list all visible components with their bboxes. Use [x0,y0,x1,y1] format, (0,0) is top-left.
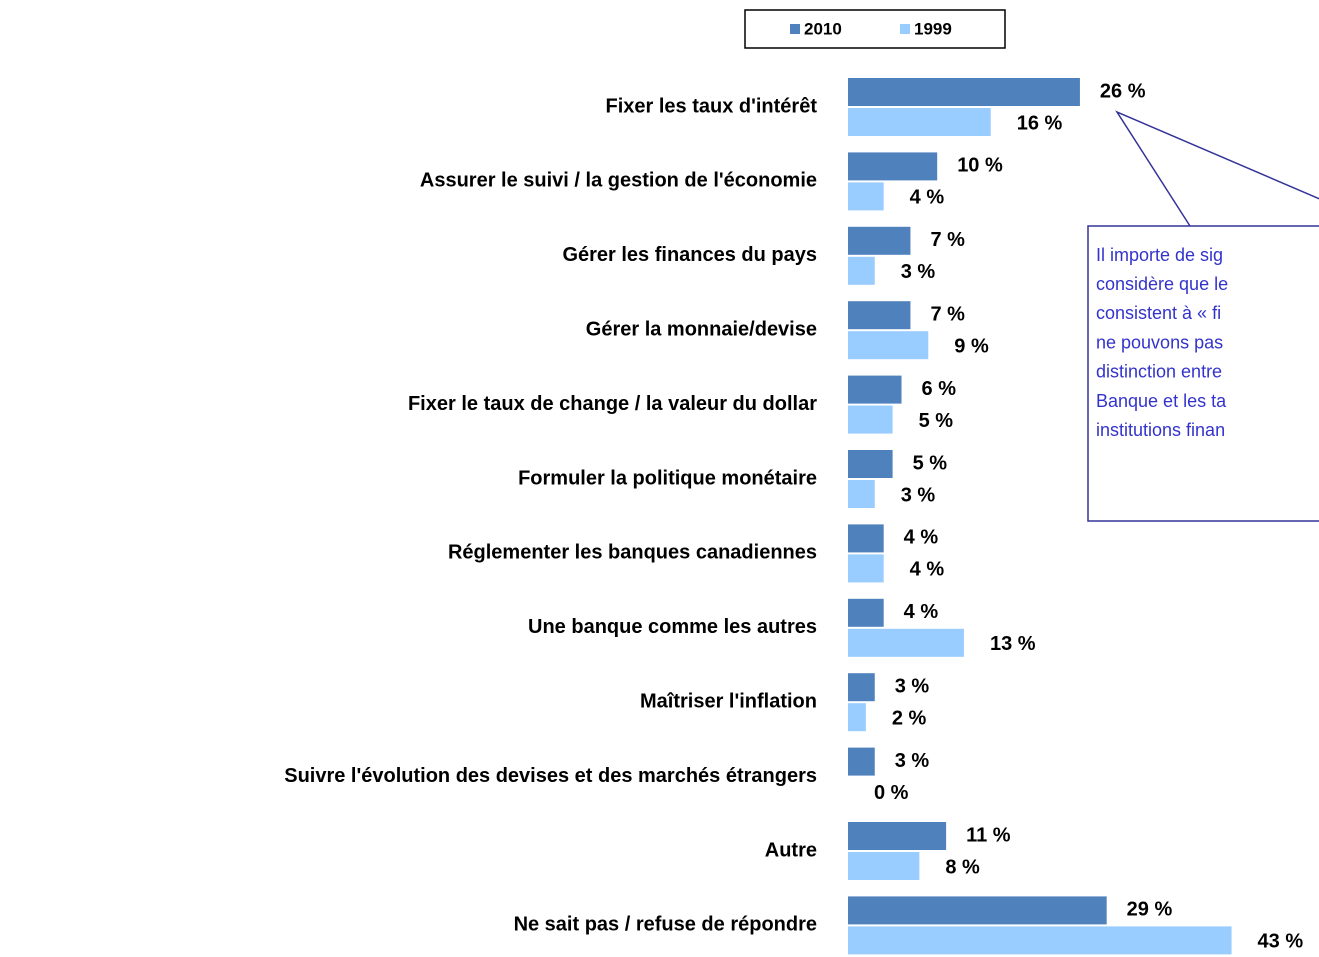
value-label: 29 % [1127,899,1173,921]
category-label: Fixer les taux d'intérêt [606,95,818,117]
bar [848,78,1080,106]
bar [848,152,938,181]
callout-box [1087,225,1319,522]
bar [848,703,866,732]
legend-label: 1999 [914,19,952,38]
value-label: 5 % [919,410,954,432]
value-label: 10 % [957,155,1003,177]
value-label: 3 % [901,261,936,283]
annotation-line: institutions finan [1096,420,1225,440]
category-label: Fixer le taux de change / la valeur du d… [408,393,817,415]
bar [848,896,1107,925]
bar [848,598,884,627]
value-label: 4 % [910,187,945,209]
category-label: Gérer la monnaie/devise [586,318,817,340]
bar [848,524,884,553]
value-label: 0 % [874,782,909,804]
category-label: Assurer le suivi / la gestion de l'écono… [420,170,817,192]
bar [848,852,920,880]
bar [848,747,875,776]
bar [848,301,911,330]
value-label: 4 % [904,527,939,549]
value-label: 26 % [1100,80,1146,102]
bar [848,822,947,850]
legend-label: 2010 [804,19,842,38]
bar [848,673,875,702]
bar [848,331,929,360]
value-label: 2 % [892,707,927,729]
category-label: Suivre l'évolution des devises et des ma… [284,765,817,787]
bar [848,628,964,657]
value-label: 6 % [922,378,957,400]
value-label: 5 % [913,452,948,474]
value-label: 7 % [930,303,965,325]
value-label: 4 % [910,559,945,581]
annotation-line: Banque et les ta [1096,391,1227,411]
bar [848,554,884,583]
category-label: Maîtriser l'inflation [640,690,817,712]
value-label: 13 % [990,633,1036,655]
category-label: Gérer les finances du pays [562,244,817,266]
bar [848,256,875,285]
value-label: 11 % [966,824,1011,846]
category-label: Autre [765,839,817,861]
bar [848,480,875,508]
bar [848,108,991,136]
bar [848,375,902,404]
value-label: 3 % [895,675,930,697]
value-label: 3 % [901,484,936,506]
value-label: 16 % [1017,112,1063,134]
value-label: 43 % [1258,931,1304,953]
bar [848,450,893,478]
bar [848,926,1232,955]
callout-pointer [1115,110,1319,227]
value-label: 9 % [954,335,989,357]
category-label: Formuler la politique monétaire [518,467,817,489]
value-label: 8 % [945,856,980,878]
annotation-line: ne pouvons pas [1096,332,1223,352]
annotation-line: considère que le [1096,274,1228,294]
legend-swatch [790,24,800,34]
category-label: Une banque comme les autres [528,616,817,638]
annotation-line: consistent à « fi [1096,303,1221,323]
legend-swatch [900,24,910,34]
bar [848,405,893,434]
annotation-line: Il importe de sig [1096,245,1223,265]
value-label: 7 % [930,229,965,251]
value-label: 4 % [904,601,939,623]
bar [848,182,884,211]
value-label: 3 % [895,750,930,772]
category-label: Ne sait pas / refuse de répondre [514,914,817,936]
bar [848,226,911,255]
category-label: Réglementer les banques canadiennes [448,542,817,564]
annotation-line: distinction entre [1096,362,1222,382]
legend-box [744,9,1006,49]
